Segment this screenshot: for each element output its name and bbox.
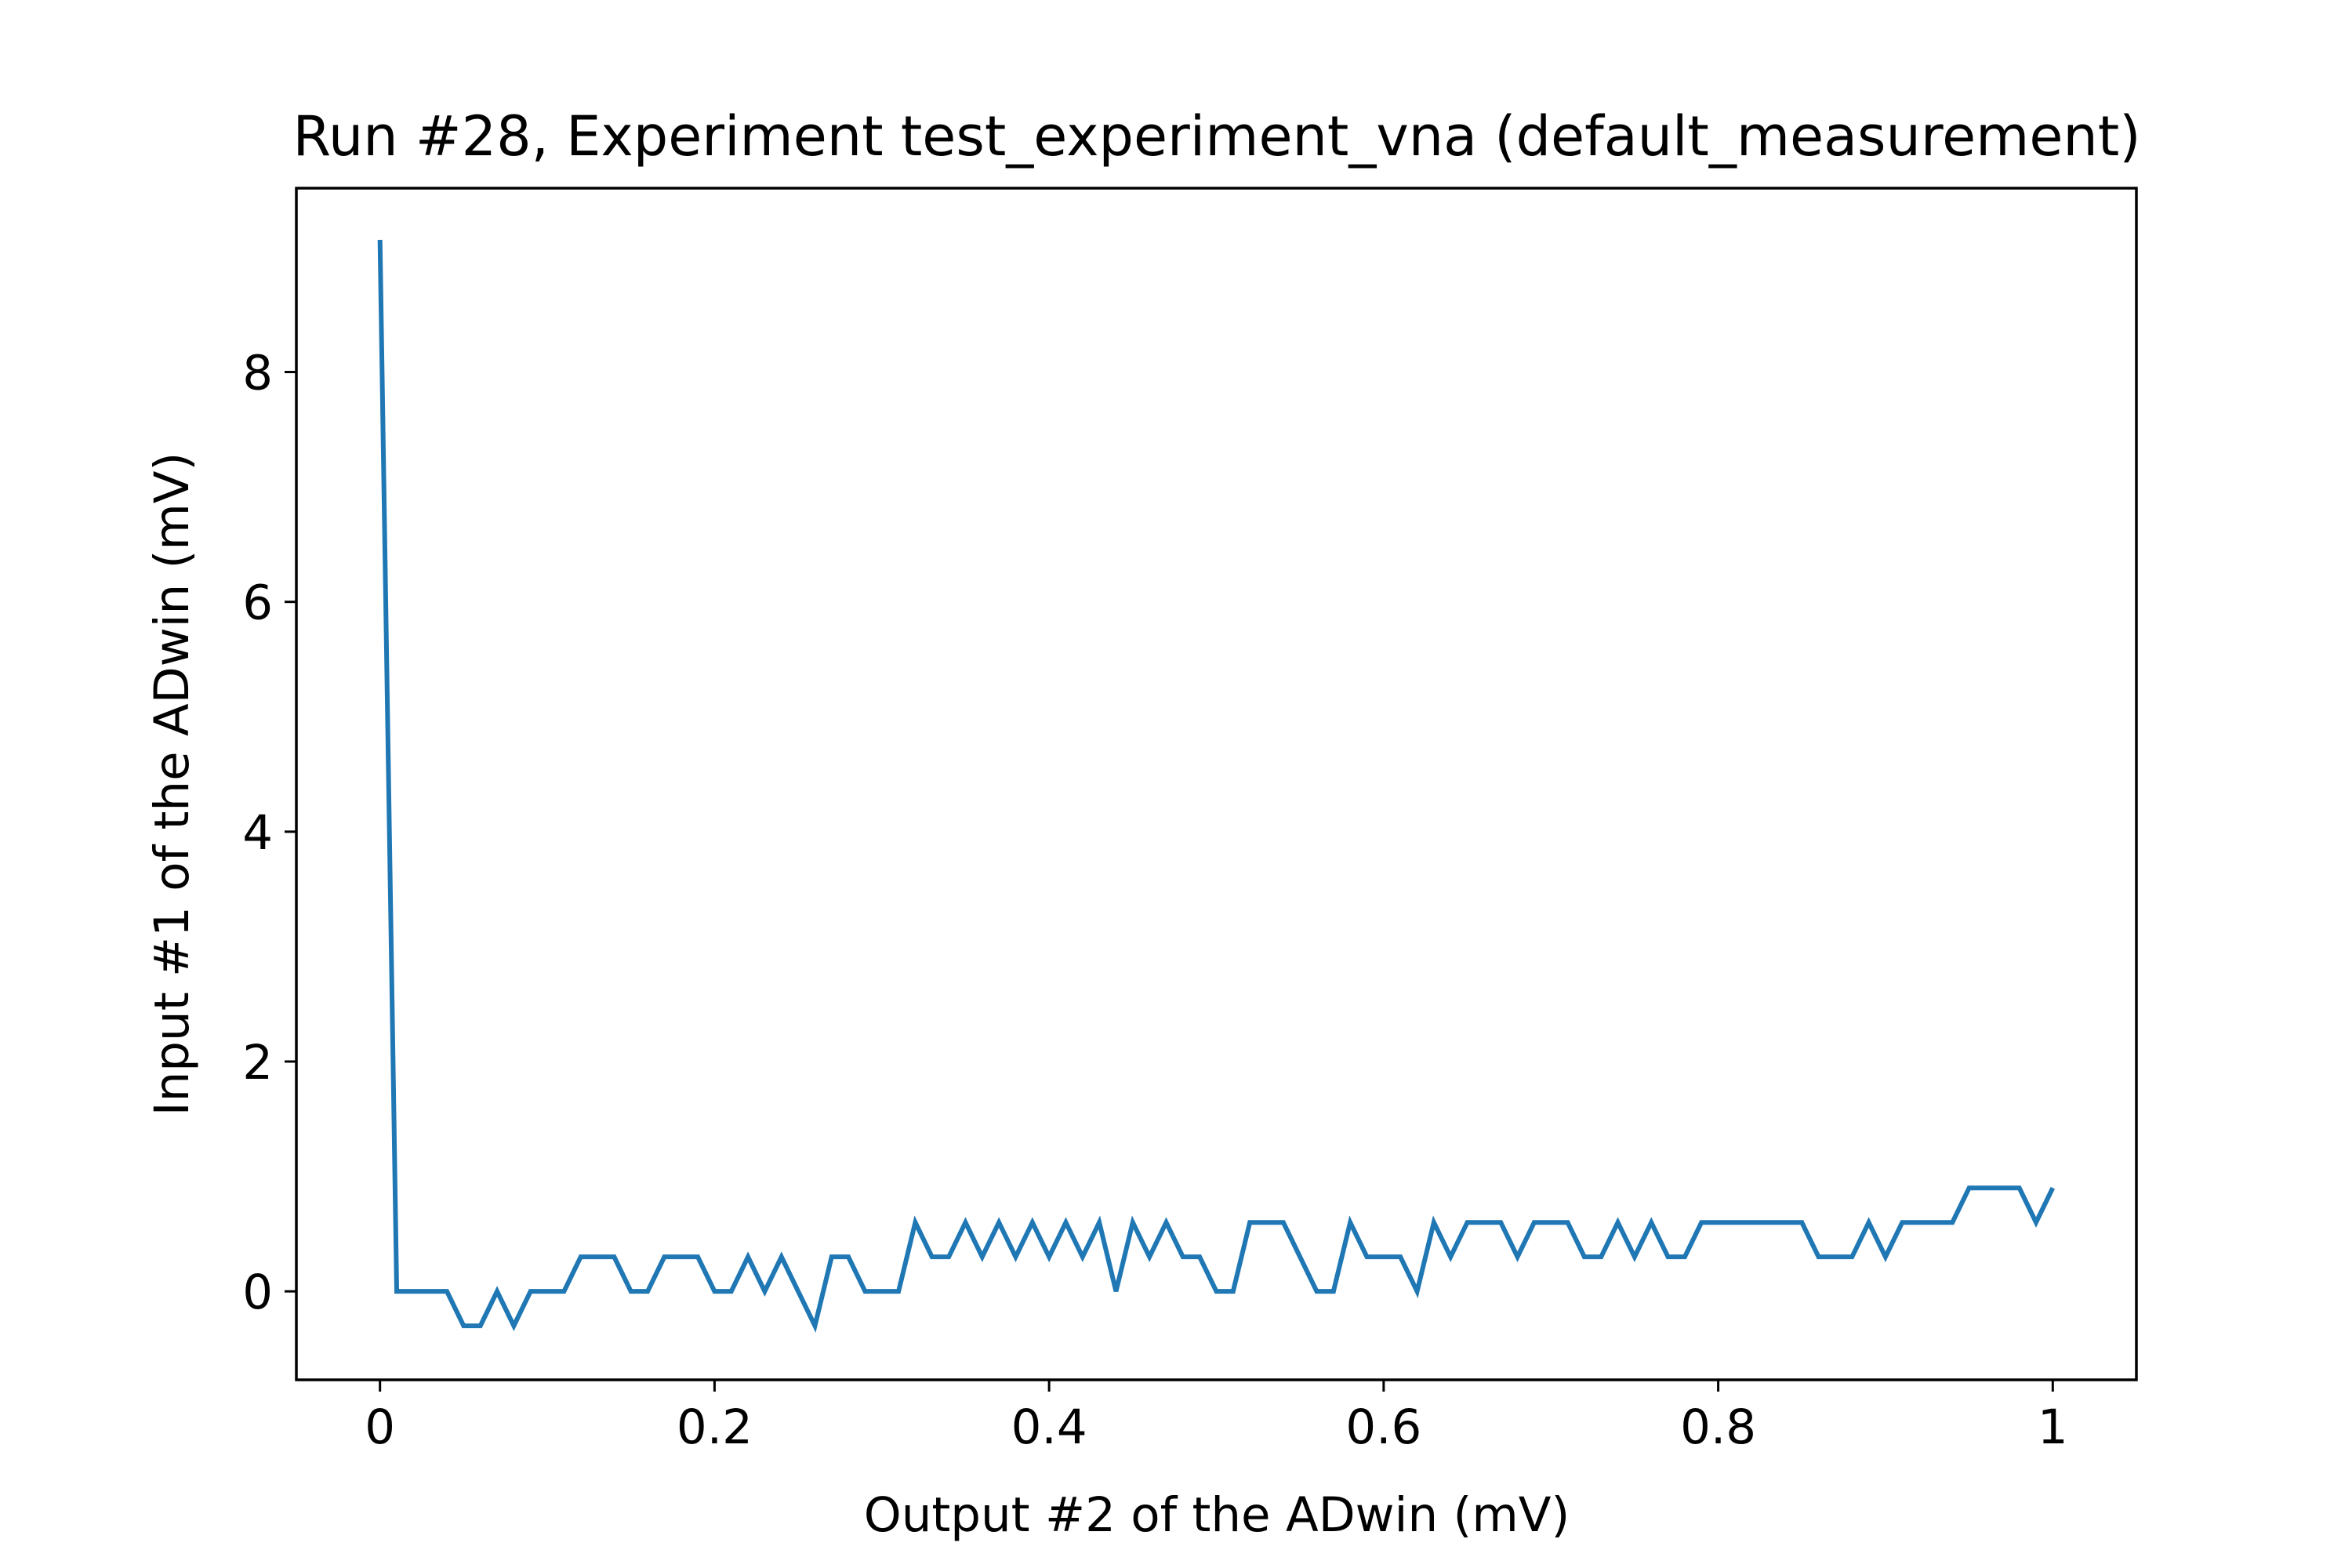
y-tick-label: 8 xyxy=(242,346,273,401)
y-tick-label: 6 xyxy=(242,575,273,631)
y-tick-label: 0 xyxy=(242,1265,273,1320)
x-tick-label: 0.6 xyxy=(1345,1399,1421,1455)
x-tick-label: 0 xyxy=(365,1399,395,1455)
plot-frame xyxy=(295,187,2138,1381)
x-tick-label: 0.4 xyxy=(1011,1399,1087,1455)
y-axis-label: Input #1 of the ADwin (mV) xyxy=(144,452,200,1116)
chart-title: Run #28, Experiment test_experiment_vna … xyxy=(292,104,2140,169)
x-tick-label: 0.8 xyxy=(1680,1399,1756,1455)
plot-area: 0 0.2 0.4 0.6 0.8 1 0 2 4 6 8 xyxy=(242,187,2138,1455)
x-axis-label: Output #2 of the ADwin (mV) xyxy=(864,1487,1570,1543)
y-tick-label: 2 xyxy=(242,1035,273,1091)
x-tick-label: 0.2 xyxy=(677,1399,753,1455)
y-tick-label: 4 xyxy=(242,805,273,861)
x-tick-label: 1 xyxy=(2038,1399,2068,1455)
series-line-0 xyxy=(377,239,2056,1333)
